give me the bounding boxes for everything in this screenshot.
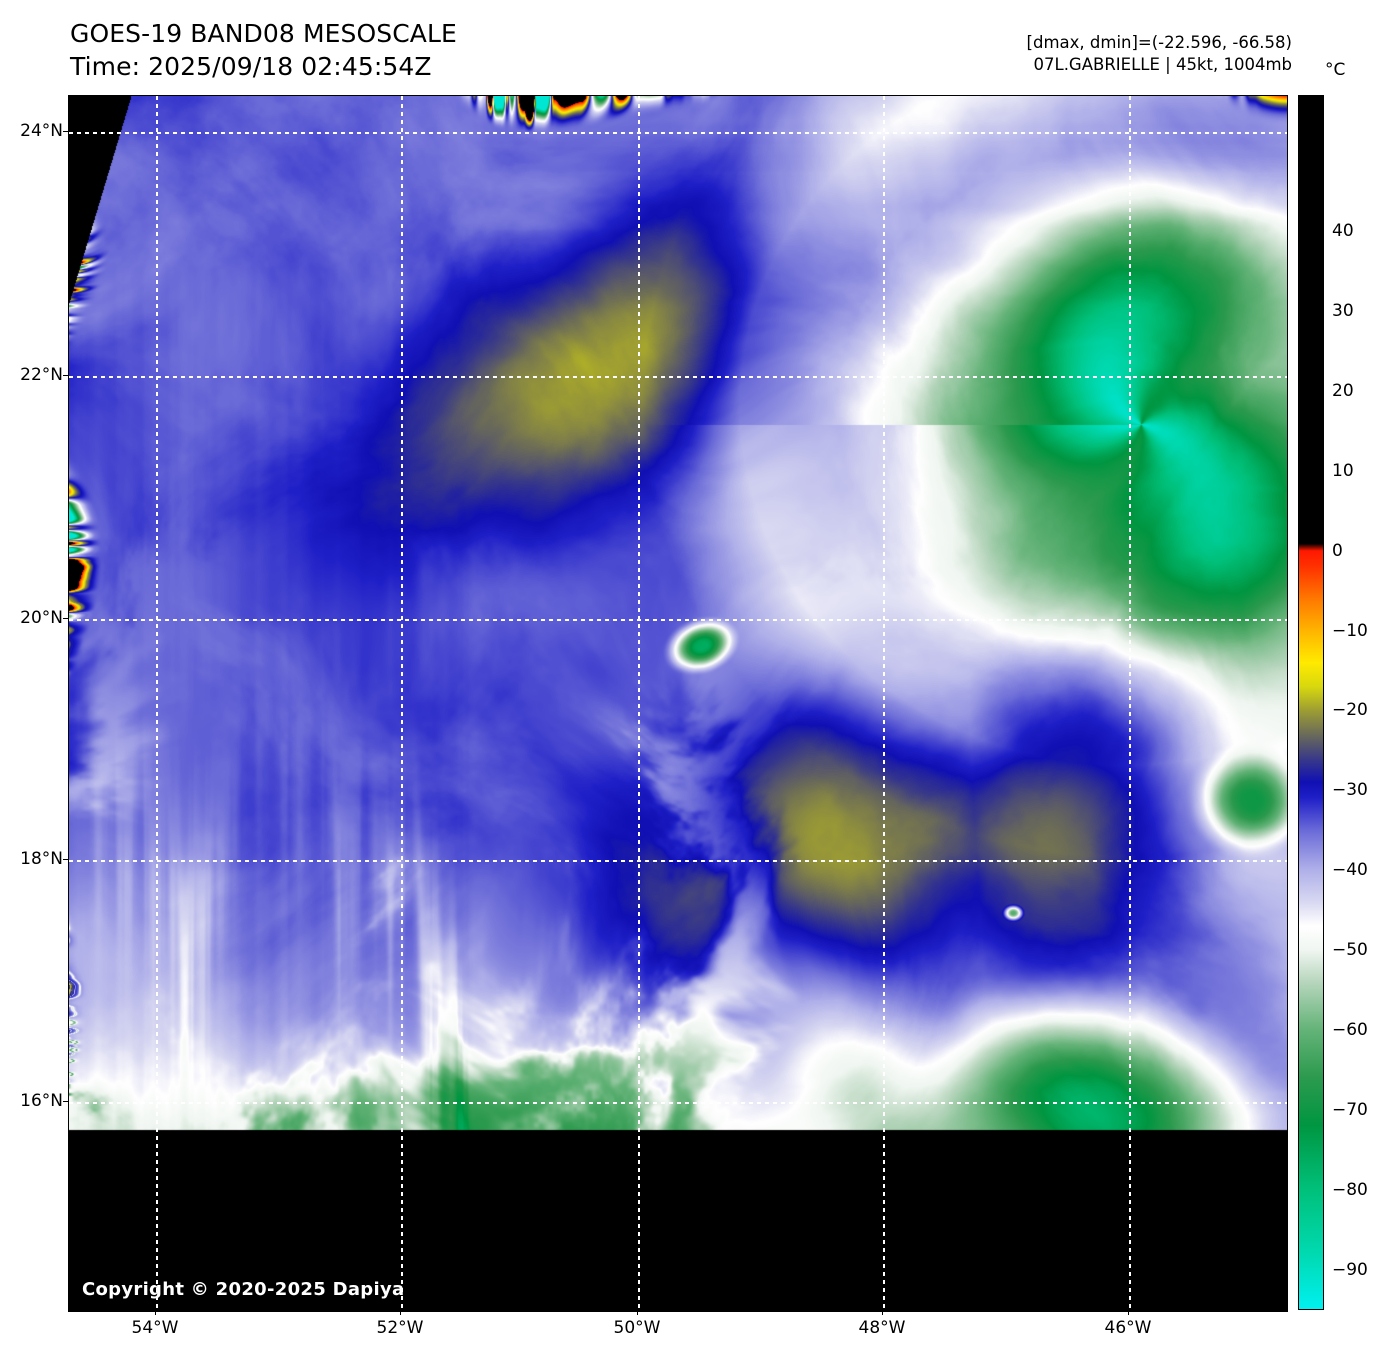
colorbar-tick-label-13: −90 [1332,1260,1368,1281]
colorbar-tick-label-9: −50 [1332,940,1368,961]
colorbar[interactable] [1298,95,1324,1310]
lon-tick-mark-3 [882,1310,883,1315]
lon-tick-mark-1 [400,1310,401,1315]
timestamp: Time: 2025/09/18 02:45:54Z [70,51,432,81]
colorbar-tick-label-4: 0 [1332,540,1343,561]
lat-tick-mark-3 [63,859,68,860]
colorbar-tick-label-7: −30 [1332,780,1368,801]
page-title: GOES-19 BAND08 MESOSCALE [70,19,457,48]
colorbar-tick-label-12: −80 [1332,1180,1368,1201]
lat-tick-label-4: 16°N [20,1091,63,1111]
lat-tick-label-3: 18°N [20,849,63,869]
header-title-block: GOES-19 BAND08 MESOSCALE Time: 2025/09/1… [70,18,457,83]
colorbar-tick-label-2: 20 [1332,380,1354,401]
colorbar-tick-label-1: 30 [1332,300,1354,321]
lat-tick-label-1: 22°N [20,365,63,385]
data-range-text: [dmax, dmin]=(-22.596, -66.58) [1026,33,1292,52]
copyright-notice: Copyright © 2020-2025 Dapiya [82,1279,405,1300]
colorbar-tick-label-3: 10 [1332,460,1354,481]
lon-tick-mark-4 [1128,1310,1129,1315]
lon-tick-mark-2 [637,1310,638,1315]
lat-tick-mark-1 [63,375,68,376]
colorbar-unit-label: °C [1325,60,1346,80]
header-meta-block: [dmax, dmin]=(-22.596, -66.58) 07L.GABRI… [1027,32,1292,77]
colorbar-tick-label-10: −60 [1332,1020,1368,1041]
lat-tick-label-0: 24°N [20,121,63,141]
lat-tick-mark-4 [63,1101,68,1102]
lon-tick-mark-0 [155,1310,156,1315]
colorbar-tick-label-6: −20 [1332,700,1368,721]
storm-info-text: 07L.GABRIELLE | 45kt, 1004mb [1033,55,1293,75]
lat-tick-mark-2 [63,618,68,619]
lat-tick-mark-0 [63,131,68,132]
colorbar-tick-label-8: −40 [1332,860,1368,881]
colorbar-tick-label-5: −10 [1332,620,1368,641]
lon-tick-label-1: 52°W [376,1318,424,1338]
satellite-plot[interactable] [68,95,1288,1312]
lon-tick-label-4: 46°W [1104,1318,1152,1338]
lon-tick-label-0: 54°W [131,1318,179,1338]
colorbar-tick-label-0: 40 [1332,220,1354,241]
lat-tick-label-2: 20°N [20,608,63,628]
satellite-image-canvas [69,96,1287,1311]
colorbar-tick-label-11: −70 [1332,1100,1368,1121]
lon-tick-label-2: 50°W [613,1318,661,1338]
colorbar-gradient [1299,96,1323,1309]
lon-tick-label-3: 48°W [858,1318,906,1338]
